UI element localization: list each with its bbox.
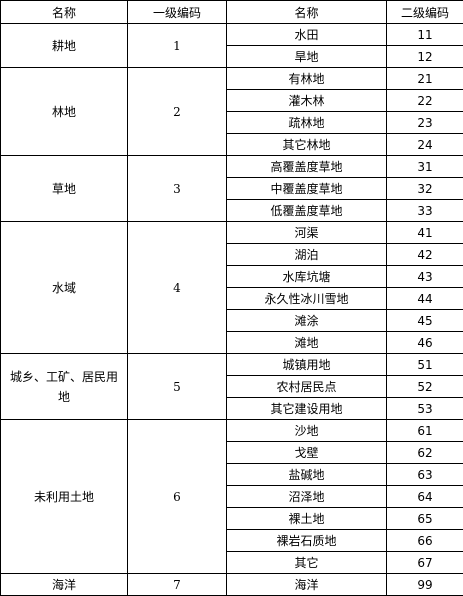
second-level-code-cell: 46	[387, 332, 463, 354]
second-level-code-cell: 32	[387, 178, 463, 200]
first-level-code-cell: 7	[128, 574, 227, 596]
first-level-name-cell: 城乡、工矿、居民用地	[1, 354, 128, 420]
second-level-code-cell: 63	[387, 464, 463, 486]
second-level-name-cell: 农村居民点	[227, 376, 387, 398]
second-level-name-cell: 海洋	[227, 574, 387, 596]
second-level-name-cell: 湖泊	[227, 244, 387, 266]
first-level-code-cell: 6	[128, 420, 227, 574]
second-level-code-cell: 44	[387, 288, 463, 310]
second-level-name-cell: 灌木林	[227, 90, 387, 112]
second-level-name-cell: 戈壁	[227, 442, 387, 464]
second-level-code-cell: 23	[387, 112, 463, 134]
second-level-code-cell: 42	[387, 244, 463, 266]
second-level-name-cell: 高覆盖度草地	[227, 156, 387, 178]
second-level-name-cell: 其它	[227, 552, 387, 574]
second-level-code-cell: 65	[387, 508, 463, 530]
second-level-name-cell: 旱地	[227, 46, 387, 68]
first-level-name-cell: 草地	[1, 156, 128, 222]
second-level-code-cell: 11	[387, 24, 463, 46]
second-level-name-cell: 水库坑塘	[227, 266, 387, 288]
second-level-code-cell: 67	[387, 552, 463, 574]
second-level-code-cell: 52	[387, 376, 463, 398]
second-level-code-cell: 51	[387, 354, 463, 376]
second-level-name-cell: 裸土地	[227, 508, 387, 530]
second-level-code-cell: 53	[387, 398, 463, 420]
second-level-name-cell: 疏林地	[227, 112, 387, 134]
second-level-name-cell: 裸岩石质地	[227, 530, 387, 552]
second-level-name-cell: 盐碱地	[227, 464, 387, 486]
second-level-code-cell: 61	[387, 420, 463, 442]
first-level-name-cell: 耕地	[1, 24, 128, 68]
second-level-name-cell: 其它林地	[227, 134, 387, 156]
first-level-name-cell: 海洋	[1, 574, 128, 596]
header-row: 名称 一级编码 名称 二级编码	[1, 1, 463, 24]
header-second-level-name: 名称	[227, 1, 387, 24]
first-level-name-cell: 水域	[1, 222, 128, 354]
second-level-name-cell: 滩涂	[227, 310, 387, 332]
second-level-name-cell: 低覆盖度草地	[227, 200, 387, 222]
first-level-name-cell: 未利用土地	[1, 420, 128, 574]
second-level-code-cell: 31	[387, 156, 463, 178]
second-level-code-cell: 21	[387, 68, 463, 90]
first-level-code-cell: 4	[128, 222, 227, 354]
first-level-code-cell: 3	[128, 156, 227, 222]
second-level-name-cell: 中覆盖度草地	[227, 178, 387, 200]
header-first-level-name: 名称	[1, 1, 128, 24]
second-level-code-cell: 62	[387, 442, 463, 464]
header-second-level-code: 二级编码	[387, 1, 463, 24]
second-level-name-cell: 有林地	[227, 68, 387, 90]
second-level-name-cell: 滩地	[227, 332, 387, 354]
first-level-code-cell: 2	[128, 68, 227, 156]
first-level-code-cell: 1	[128, 24, 227, 68]
second-level-code-cell: 12	[387, 46, 463, 68]
second-level-code-cell: 64	[387, 486, 463, 508]
header-first-level-code: 一级编码	[128, 1, 227, 24]
second-level-code-cell: 33	[387, 200, 463, 222]
second-level-name-cell: 沼泽地	[227, 486, 387, 508]
second-level-name-cell: 城镇用地	[227, 354, 387, 376]
second-level-name-cell: 沙地	[227, 420, 387, 442]
second-level-code-cell: 66	[387, 530, 463, 552]
second-level-code-cell: 22	[387, 90, 463, 112]
first-level-code-cell: 5	[128, 354, 227, 420]
second-level-code-cell: 45	[387, 310, 463, 332]
second-level-name-cell: 水田	[227, 24, 387, 46]
second-level-code-cell: 43	[387, 266, 463, 288]
second-level-code-cell: 99	[387, 574, 463, 596]
first-level-name-cell: 林地	[1, 68, 128, 156]
second-level-name-cell: 其它建设用地	[227, 398, 387, 420]
second-level-code-cell: 24	[387, 134, 463, 156]
second-level-name-cell: 河渠	[227, 222, 387, 244]
second-level-name-cell: 永久性冰川雪地	[227, 288, 387, 310]
second-level-code-cell: 41	[387, 222, 463, 244]
